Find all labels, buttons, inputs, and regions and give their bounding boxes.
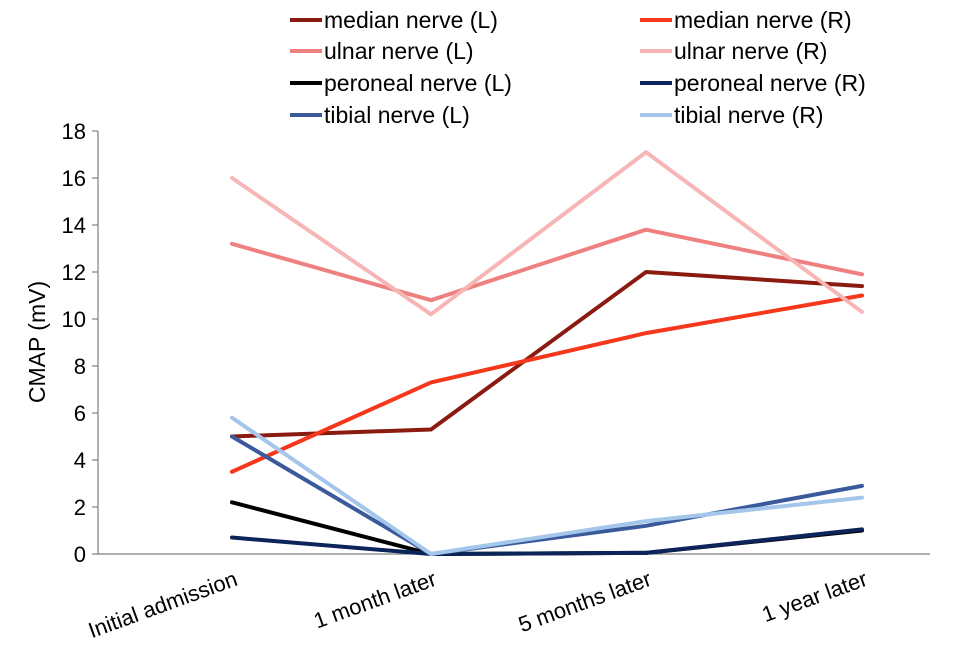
y-tick-label: 4	[74, 448, 86, 473]
series-layer	[230, 150, 864, 556]
series-line-ulnar-nerve-l	[230, 227, 864, 303]
x-category-label: 1 year later	[759, 566, 871, 627]
series-line-tibial-nerve-l	[230, 434, 864, 556]
legend-label: ulnar nerve (R)	[674, 38, 827, 64]
x-category-label: 1 month later	[310, 566, 439, 633]
legend: median nerve (L) median nerve (R) ulnar ne…	[290, 7, 866, 128]
legend-label: median nerve (L)	[324, 7, 498, 33]
legend-label: ulnar nerve (L)	[324, 38, 474, 64]
x-category-label: Initial admission	[85, 566, 241, 643]
y-tick-label: 10	[62, 307, 86, 332]
y-tick-label: 14	[62, 213, 86, 238]
legend-label: tibial nerve (R)	[674, 102, 824, 128]
y-tick-label: 8	[74, 354, 86, 379]
series-line-median-nerve-r	[230, 293, 864, 474]
y-tick-label: 2	[74, 495, 86, 520]
y-tick-label: 16	[62, 166, 86, 191]
series-line-ulnar-nerve-r	[230, 150, 864, 317]
legend-label: peroneal nerve (L)	[324, 70, 512, 96]
legend-label: median nerve (R)	[674, 7, 852, 33]
series-line-tibial-nerve-r	[230, 415, 864, 556]
series-line-median-nerve-l	[230, 270, 864, 439]
y-tick-label: 18	[62, 119, 86, 144]
y-tick-label: 0	[74, 542, 86, 567]
y-tick-label: 12	[62, 260, 86, 285]
legend-label: peroneal nerve (R)	[674, 70, 866, 96]
x-category-label: 5 months later	[515, 566, 655, 637]
series-line-peroneal-nerve-r	[230, 527, 864, 556]
legend-label: tibial nerve (L)	[324, 102, 470, 128]
y-axis-title: CMAP (mV)	[24, 281, 50, 403]
y-tick-label: 6	[74, 401, 86, 426]
